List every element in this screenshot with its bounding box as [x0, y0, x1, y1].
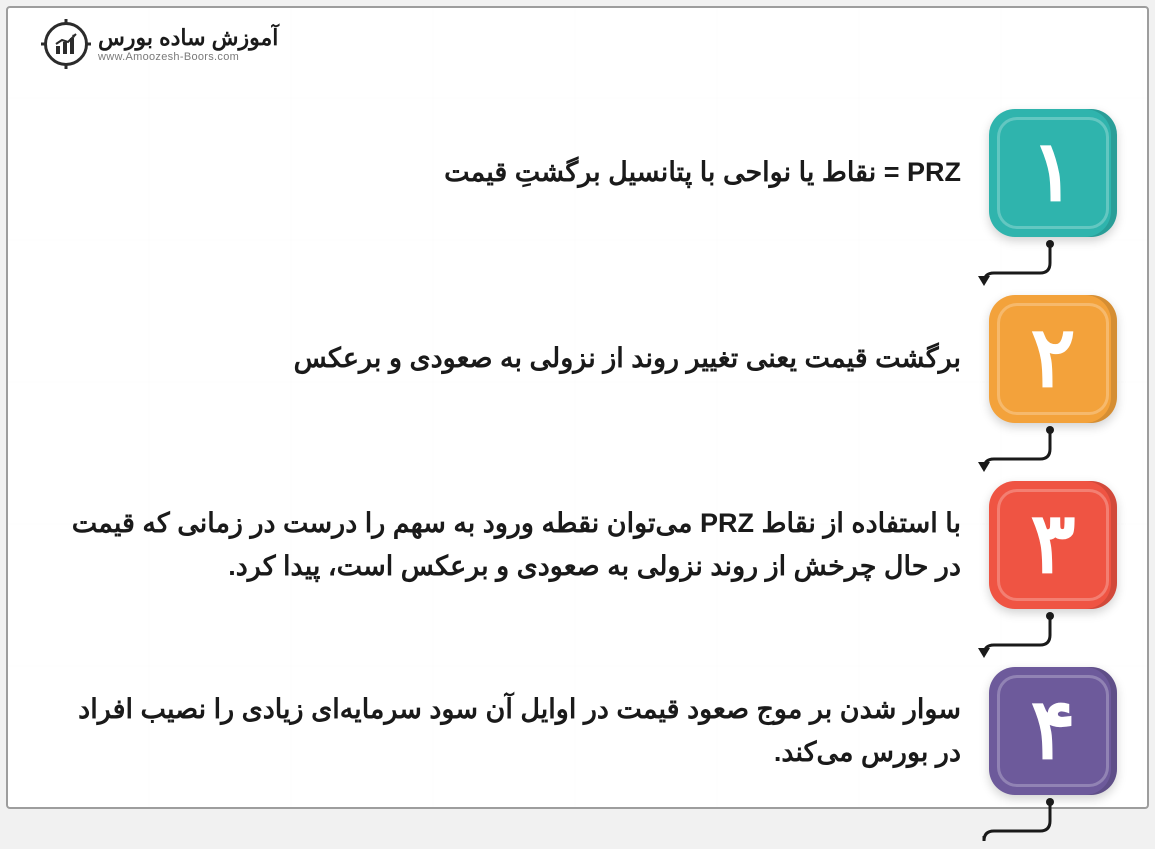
step-description: سوار شدن بر موج صعود قیمت در اوایل آن سو… — [58, 688, 961, 774]
step-number-badge: ۳ — [989, 481, 1117, 609]
step-row: ۳ با استفاده از نقاط PRZ می‌توان نقطه ورو… — [58, 470, 1117, 620]
step-description: با استفاده از نقاط PRZ می‌توان نقطه ورود… — [58, 502, 961, 588]
step-number-badge: ۱ — [989, 109, 1117, 237]
step-row: ۲ برگشت قیمت یعنی تغییر روند از نزولی به … — [58, 284, 1117, 434]
flow-connector-icon — [982, 426, 1054, 472]
step-numeral: ۴ — [1030, 687, 1075, 771]
flow-connector-icon — [982, 240, 1054, 286]
card-frame: آموزش ساده بورس www.Amoozesh-Boors.com ۱… — [6, 6, 1149, 809]
step-numeral: ۳ — [1030, 501, 1075, 585]
step-numeral: ۲ — [1030, 315, 1075, 399]
flow-connector-icon — [982, 612, 1054, 658]
brand-logo: آموزش ساده بورس www.Amoozesh-Boors.com — [44, 22, 278, 66]
logo-subtitle: www.Amoozesh-Boors.com — [98, 51, 239, 63]
logo-title: آموزش ساده بورس — [98, 25, 278, 51]
step-row: ۱ PRZ = نقاط یا نواحی با پتانسیل برگشتِ ق… — [58, 98, 1117, 248]
numbered-steps-list: ۱ PRZ = نقاط یا نواحی با پتانسیل برگشتِ ق… — [58, 98, 1117, 806]
step-number-badge: ۴ — [989, 667, 1117, 795]
globe-chart-icon — [44, 22, 88, 66]
flow-connector-icon — [982, 798, 1054, 844]
step-number-badge: ۲ — [989, 295, 1117, 423]
step-description: PRZ = نقاط یا نواحی با پتانسیل برگشتِ قی… — [58, 151, 961, 194]
step-row: ۴ سوار شدن بر موج صعود قیمت در اوایل آن س… — [58, 656, 1117, 806]
step-description: برگشت قیمت یعنی تغییر روند از نزولی به ص… — [58, 337, 961, 380]
step-numeral: ۱ — [1030, 129, 1075, 213]
